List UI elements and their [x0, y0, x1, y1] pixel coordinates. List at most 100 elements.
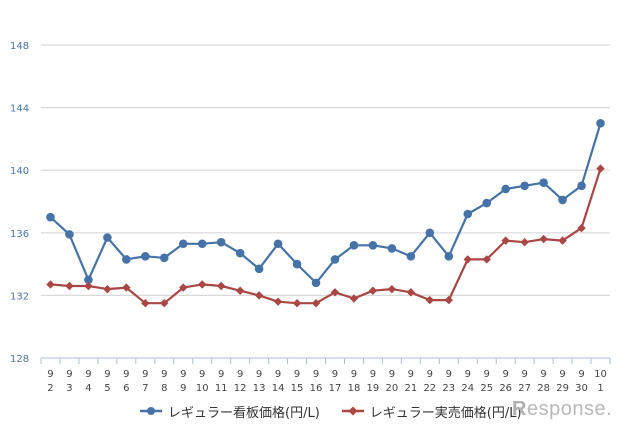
x-tick-label-month: 9: [502, 369, 508, 380]
data-point[interactable]: [539, 178, 548, 188]
data-point[interactable]: [254, 291, 264, 300]
data-point[interactable]: [103, 233, 112, 242]
legend-label: レギュラー看板価格(円/L): [168, 405, 320, 421]
y-tick-label: 132: [10, 291, 29, 302]
data-point[interactable]: [330, 288, 340, 297]
data-point[interactable]: [160, 299, 169, 308]
data-point[interactable]: [141, 251, 150, 261]
y-tick-label: 148: [10, 41, 29, 52]
gridlines: [41, 44, 610, 296]
data-point[interactable]: [482, 198, 492, 208]
x-tick-label-month: 9: [313, 369, 319, 380]
x-tick-label-day: 18: [348, 383, 361, 394]
data-point[interactable]: [273, 297, 283, 306]
data-point[interactable]: [292, 299, 302, 308]
x-tick-label-month: 9: [408, 369, 414, 380]
series-line: [49, 122, 602, 284]
data-point[interactable]: [46, 212, 55, 222]
data-point[interactable]: [311, 278, 321, 288]
x-tick-label-day: 21: [404, 383, 417, 394]
data-point[interactable]: [311, 299, 321, 308]
x-tick-label-month: 9: [540, 369, 546, 380]
x-tick-label-month: 9: [294, 369, 300, 380]
x-tick-label-month: 9: [218, 369, 224, 380]
circle-marker-icon: [140, 407, 162, 415]
x-tick-label-month: 9: [275, 369, 281, 380]
data-point[interactable]: [425, 228, 435, 238]
data-point[interactable]: [122, 255, 131, 264]
x-tick-label-month: 9: [161, 369, 167, 380]
x-tick-label-day: 1: [597, 383, 603, 394]
data-point[interactable]: [463, 209, 473, 219]
data-point[interactable]: [501, 236, 510, 245]
data-point[interactable]: [444, 251, 454, 261]
x-tick-label-day: 13: [253, 383, 266, 394]
data-point[interactable]: [254, 264, 264, 274]
data-point[interactable]: [235, 286, 245, 295]
data-point[interactable]: [349, 241, 359, 250]
x-tick-label-month: 9: [332, 369, 338, 380]
data-point[interactable]: [65, 281, 74, 291]
x-tick-label-month: 9: [351, 369, 357, 380]
x-tick-label-day: 9: [180, 383, 186, 394]
data-point[interactable]: [235, 248, 245, 258]
data-point[interactable]: [387, 244, 397, 253]
series-signboard-price: [46, 118, 605, 288]
data-point[interactable]: [406, 288, 416, 297]
data-point[interactable]: [577, 223, 586, 233]
x-tick-label-month: 9: [484, 369, 490, 380]
data-point[interactable]: [482, 255, 491, 264]
data-point[interactable]: [84, 281, 93, 291]
x-tick-label-day: 20: [386, 383, 399, 394]
data-point[interactable]: [216, 281, 226, 291]
x-tick-label-month: 9: [123, 369, 129, 380]
data-point[interactable]: [368, 241, 378, 250]
data-point[interactable]: [596, 118, 605, 128]
data-point[interactable]: [520, 181, 529, 191]
x-tick-label-month: 9: [85, 369, 91, 380]
data-point[interactable]: [349, 294, 359, 303]
x-tick-label-day: 15: [291, 383, 304, 394]
data-point[interactable]: [501, 184, 510, 194]
x-tick-label-month: 9: [465, 369, 471, 380]
data-point[interactable]: [178, 239, 188, 249]
x-tick-label-month: 9: [559, 369, 565, 380]
data-point[interactable]: [292, 259, 302, 269]
x-tick-label-day: 5: [104, 383, 110, 394]
data-point[interactable]: [103, 284, 112, 294]
data-point[interactable]: [387, 284, 397, 294]
data-point[interactable]: [558, 195, 567, 205]
data-point[interactable]: [273, 239, 283, 249]
data-point[interactable]: [577, 181, 586, 191]
x-tick-label-month: 9: [142, 369, 148, 380]
x-tick-label-month: 9: [199, 369, 205, 380]
x-tick-label-day: 30: [575, 383, 588, 394]
data-point[interactable]: [444, 295, 453, 305]
data-point[interactable]: [425, 295, 435, 305]
x-tick-label-month: 9: [521, 369, 527, 380]
data-point[interactable]: [520, 237, 529, 247]
legend-item-signboard-price[interactable]: レギュラー看板価格(円/L): [140, 402, 320, 421]
data-point[interactable]: [558, 236, 567, 245]
series-line: [50, 168, 602, 305]
legend-item-actual-price[interactable]: レギュラー実売価格(円/L): [341, 402, 522, 421]
data-point[interactable]: [368, 286, 378, 295]
data-point[interactable]: [141, 299, 150, 308]
x-tick-label-month: 9: [389, 369, 395, 380]
data-point[interactable]: [197, 239, 207, 249]
data-point[interactable]: [179, 283, 188, 292]
data-point[interactable]: [463, 255, 472, 264]
data-point[interactable]: [596, 164, 605, 173]
data-point[interactable]: [46, 280, 55, 289]
data-point[interactable]: [198, 280, 207, 289]
data-point[interactable]: [65, 230, 74, 239]
y-tick-label: 140: [10, 166, 29, 177]
data-point[interactable]: [539, 234, 548, 244]
data-point[interactable]: [330, 255, 340, 264]
data-point[interactable]: [406, 251, 416, 261]
data-point[interactable]: [216, 237, 226, 247]
data-point[interactable]: [122, 283, 131, 292]
data-point[interactable]: [159, 253, 169, 263]
x-tick-label-day: 19: [367, 383, 380, 394]
data-point[interactable]: [84, 275, 93, 285]
